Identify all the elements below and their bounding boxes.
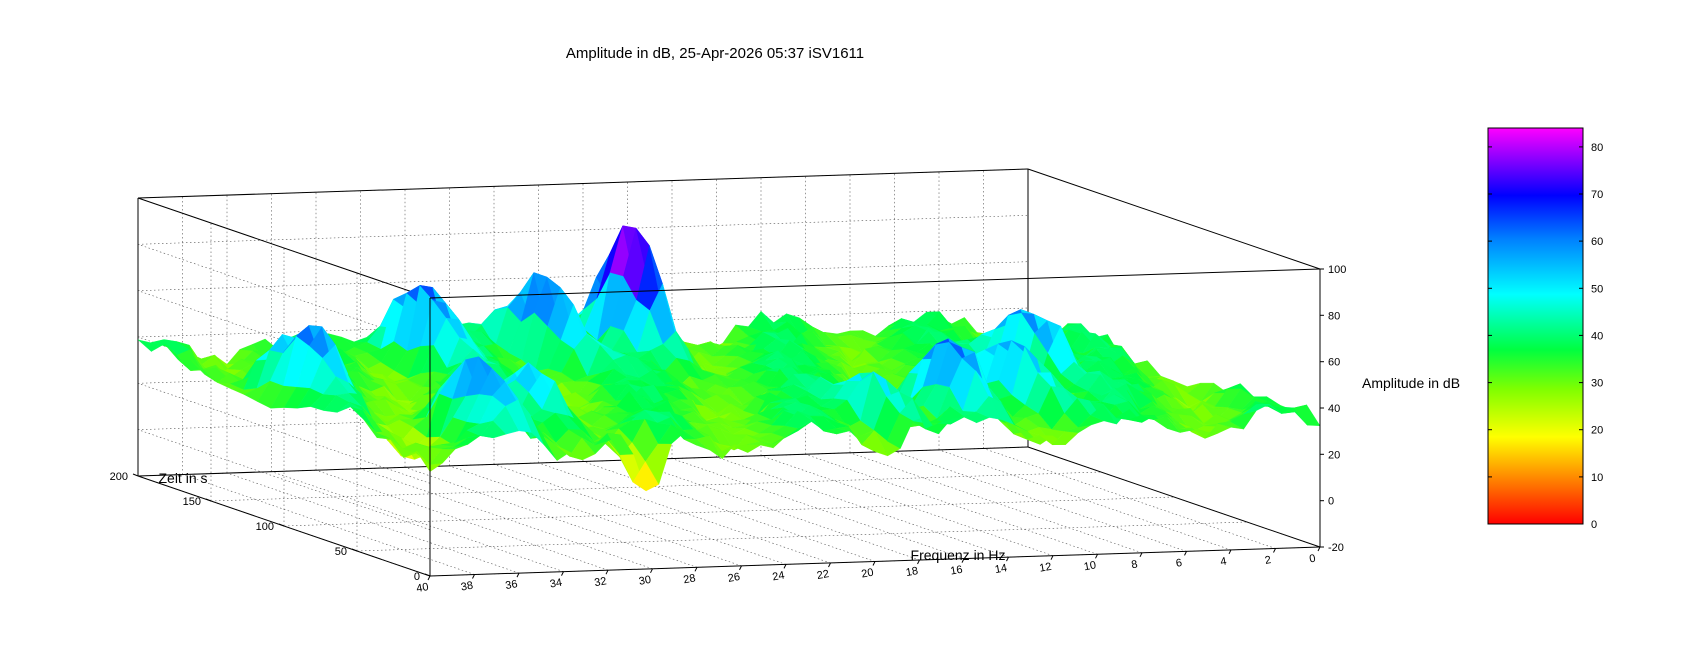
x-tick-label: 24 xyxy=(771,569,785,583)
x-axis-label: Frequenz in Hz xyxy=(911,547,1006,563)
colorbar-tick-label: 30 xyxy=(1591,378,1603,390)
x-tick-label: 14 xyxy=(994,562,1008,576)
axis-ticks: 40 38 36 34 32 30 28 26 24 22 20 18 16 14 12 10 8 6 4 2 0050… xyxy=(110,264,1347,595)
colorbar-gradient xyxy=(1487,127,1584,525)
z-tick-label: 80 xyxy=(1328,310,1340,322)
colorbar-tick-label: 50 xyxy=(1591,283,1603,295)
colorbar-tick-label: 40 xyxy=(1591,330,1603,342)
surface-mesh xyxy=(137,225,1321,492)
colorbar-tick-label: 60 xyxy=(1591,236,1603,248)
y-axis-label: Zeit in s xyxy=(158,470,207,486)
x-tick-label: 2 xyxy=(1264,554,1272,567)
z-tick-label: -20 xyxy=(1328,542,1344,554)
x-tick-label: 20 xyxy=(860,567,874,581)
colorbar-tick-label: 70 xyxy=(1591,189,1603,201)
colorbar-tick-label: 0 xyxy=(1591,519,1597,531)
y-tick-label: 200 xyxy=(110,471,128,483)
y-tick-label: 100 xyxy=(256,521,274,533)
x-tick-label: 16 xyxy=(949,564,963,578)
z-axis-label: Amplitude in dB xyxy=(1362,375,1460,391)
z-tick-label: 60 xyxy=(1328,357,1340,369)
colorbar-ticks: 0 10 20 30 40 50 60 70 80 xyxy=(1488,142,1603,531)
x-tick-label: 26 xyxy=(727,571,741,585)
x-tick-label: 36 xyxy=(504,578,518,592)
z-tick-label: 20 xyxy=(1328,449,1340,461)
x-tick-label: 28 xyxy=(682,572,696,586)
colorbar-tick-label: 20 xyxy=(1591,425,1603,437)
z-tick-label: 0 xyxy=(1328,496,1334,508)
x-tick-label: 22 xyxy=(816,568,830,582)
x-tick-label: 0 xyxy=(1308,553,1316,566)
x-tick-label: 4 xyxy=(1219,556,1227,569)
x-tick-label: 18 xyxy=(905,565,919,579)
y-tick-label: 0 xyxy=(414,571,420,583)
z-tick-label: 40 xyxy=(1328,403,1340,415)
z-tick-label: 100 xyxy=(1328,264,1346,276)
x-tick-label: 38 xyxy=(460,580,474,594)
x-tick-label: 34 xyxy=(549,577,563,591)
x-tick-label: 8 xyxy=(1130,558,1138,571)
surface-patch xyxy=(1293,404,1321,426)
x-tick-label: 30 xyxy=(638,574,652,588)
y-tick-label: 150 xyxy=(183,496,201,508)
colorbar-tick-label: 10 xyxy=(1591,472,1603,484)
y-tick-label: 50 xyxy=(335,546,347,558)
x-tick-label: 12 xyxy=(1038,561,1052,575)
colorbar: 0 10 20 30 40 50 60 70 80 xyxy=(1487,127,1603,531)
x-tick-label: 6 xyxy=(1175,557,1183,570)
x-tick-label: 32 xyxy=(593,575,607,589)
x-tick-label: 10 xyxy=(1083,559,1097,573)
chart-title: Amplitude in dB, 25-Apr-2026 05:37 iSV16… xyxy=(566,45,864,62)
x-tick-label: 40 xyxy=(415,581,429,595)
colorbar-tick-label: 80 xyxy=(1591,142,1603,154)
